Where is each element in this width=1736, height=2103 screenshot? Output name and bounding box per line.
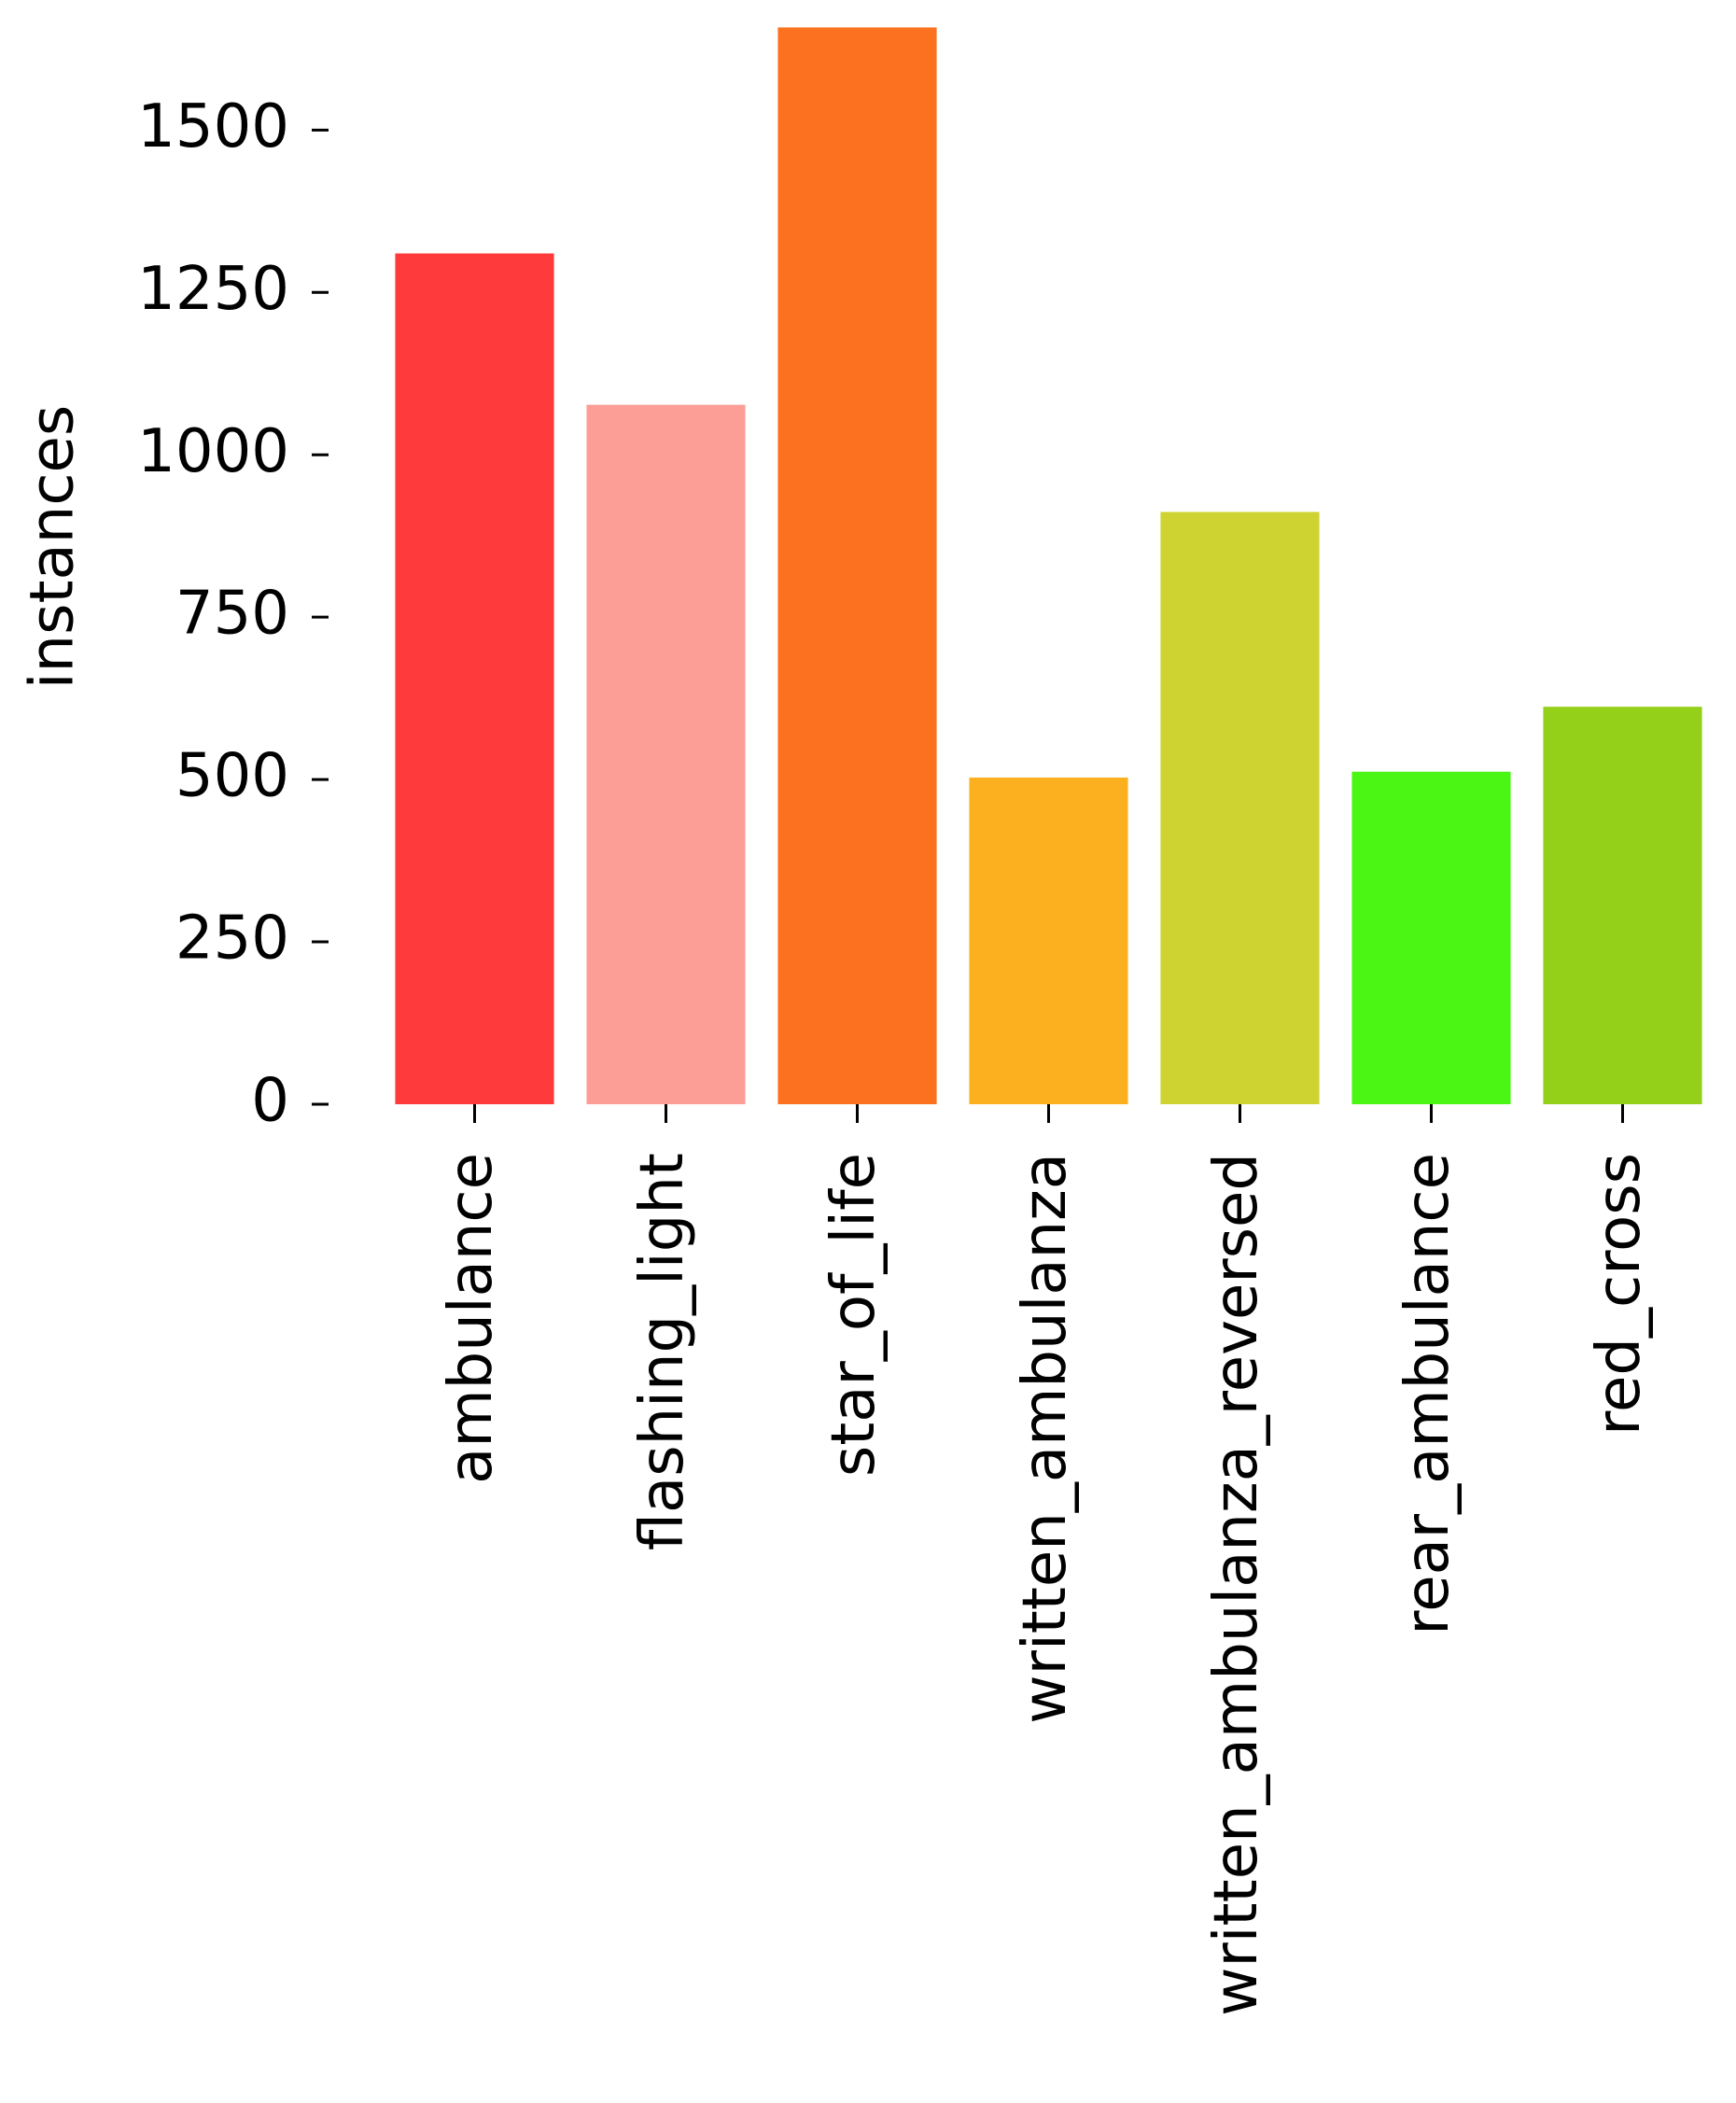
y-tick-label: 250 <box>175 904 289 974</box>
y-tick-label: 500 <box>175 742 289 811</box>
bar <box>1160 512 1320 1104</box>
y-tick-label: 1500 <box>137 92 289 161</box>
bar <box>1543 707 1702 1104</box>
y-tick-label: 750 <box>175 580 289 649</box>
bar <box>969 778 1128 1104</box>
bar <box>1351 771 1511 1104</box>
x-tick-label: written_ambulanza_reversed <box>1202 1153 1271 2016</box>
bar <box>777 27 937 1104</box>
bar <box>586 404 746 1104</box>
x-tick-label: star_of_life <box>819 1153 889 1477</box>
x-tick-label: flashing_light <box>628 1153 697 1550</box>
x-tick-label: ambulance <box>437 1153 506 1484</box>
y-tick-label: 0 <box>251 1067 289 1136</box>
x-tick-label: rear_ambulance <box>1393 1153 1463 1635</box>
y-axis-label: instances <box>19 405 88 689</box>
y-tick-label: 1250 <box>137 255 289 324</box>
bar <box>395 253 554 1104</box>
x-tick-label: red_cross <box>1585 1153 1654 1436</box>
y-tick-label: 1000 <box>137 417 289 486</box>
x-tick-label: written_ambulanza <box>1011 1153 1080 1724</box>
